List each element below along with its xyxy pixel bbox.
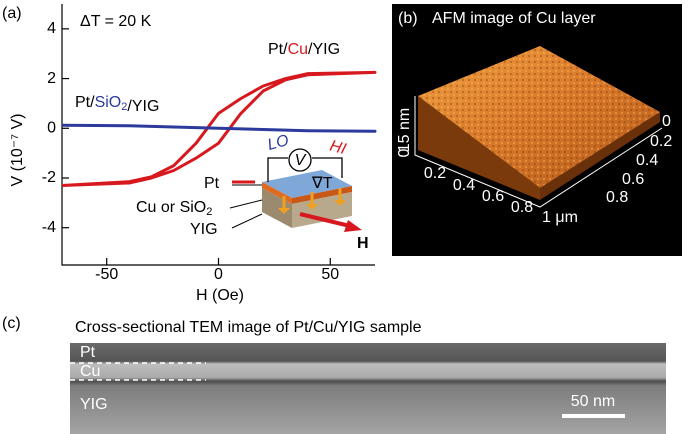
field-arrow (299, 212, 351, 228)
meter-label: V (295, 152, 307, 169)
axis-line (61, 4, 375, 266)
y-tick-label: 2 (47, 70, 56, 87)
afm-axis (414, 96, 663, 208)
wire (267, 157, 343, 182)
series-label: Pt/Cu/YIG (268, 41, 340, 58)
layer-label: Pt (204, 175, 220, 192)
front-tick: 0.2 (424, 165, 446, 182)
layer-label: Pt (80, 344, 96, 361)
gradient-label: ∇T (311, 175, 333, 192)
x-tick-label: 0 (214, 266, 223, 283)
layer-label: YIG (190, 221, 218, 238)
front-tick: 1 μm (542, 209, 578, 226)
layer-label: Cu or SiO2 (136, 199, 212, 218)
layer-boundary (70, 362, 206, 381)
tem-image (70, 343, 666, 434)
leader (229, 184, 263, 229)
field-arrowhead (344, 220, 362, 232)
front-tick: 0.6 (482, 188, 504, 205)
pt-layer (262, 170, 352, 198)
afm-title: AFM image of Cu layer (432, 10, 596, 27)
layer-label: YIG (80, 396, 108, 413)
series-line (61, 123, 377, 133)
y-tick-label: -2 (42, 169, 56, 186)
gradient-arrow (282, 188, 342, 210)
field-label: H (357, 235, 369, 252)
x-tick-label: -50 (95, 266, 118, 283)
front-tick: 0.4 (453, 177, 475, 194)
lo-label: LO (266, 132, 291, 154)
series-label: Pt/SiO2/YIG (75, 94, 159, 115)
panel-a: (a) ΔT = 20 K H (Oe) V (10⁻⁷ V) -4 -2 0 2 4 -… (2, 4, 377, 304)
afm-texture (418, 46, 660, 188)
panel-label: (c) (2, 315, 21, 332)
x-axis-title: H (Oe) (196, 287, 244, 304)
panel-c: (c) Cross-sectional TEM image of Pt/Cu/Y… (2, 315, 666, 434)
gradient-arrowhead (278, 200, 346, 214)
front-tick: 0.8 (511, 199, 533, 216)
tem-title: Cross-sectional TEM image of Pt/Cu/YIG s… (75, 319, 422, 336)
layer-label: Cu (80, 363, 100, 380)
afm-side (540, 112, 660, 200)
scale-bar (562, 414, 625, 418)
panel-label: (b) (398, 10, 418, 27)
side-tick: 0 (662, 113, 671, 130)
y-tick-label: 4 (47, 20, 56, 37)
annotation: ΔT = 20 K (80, 13, 152, 30)
voltmeter (288, 148, 312, 172)
z-label: 15 nm (396, 108, 413, 152)
afm-side (418, 96, 540, 200)
scale-label: 50 nm (571, 393, 615, 410)
cu-layer (292, 186, 352, 204)
panel-label: (a) (2, 5, 22, 22)
y-tick-label: 0 (47, 120, 56, 137)
z-tick: 0 (396, 148, 413, 157)
hi-label: HI (328, 138, 348, 159)
side-tick: 0.2 (650, 133, 672, 150)
panel-b: (b) AFM image of Cu layer 15 nm 0 0.2 0.… (392, 4, 682, 256)
yig-layer (262, 188, 292, 228)
series-line (61, 70, 377, 187)
side-tick: 0.8 (606, 189, 628, 206)
y-tick-label: -4 (42, 219, 56, 236)
y-axis-title: V (10⁻⁷ V) (9, 114, 26, 187)
inset-diagram: V LO HI ∇T H Pt Cu or SiO2 YIG (136, 132, 369, 252)
side-tick: 0.4 (636, 152, 658, 169)
side-tick: 0.6 (622, 171, 644, 188)
x-tick-label: 50 (321, 266, 339, 283)
